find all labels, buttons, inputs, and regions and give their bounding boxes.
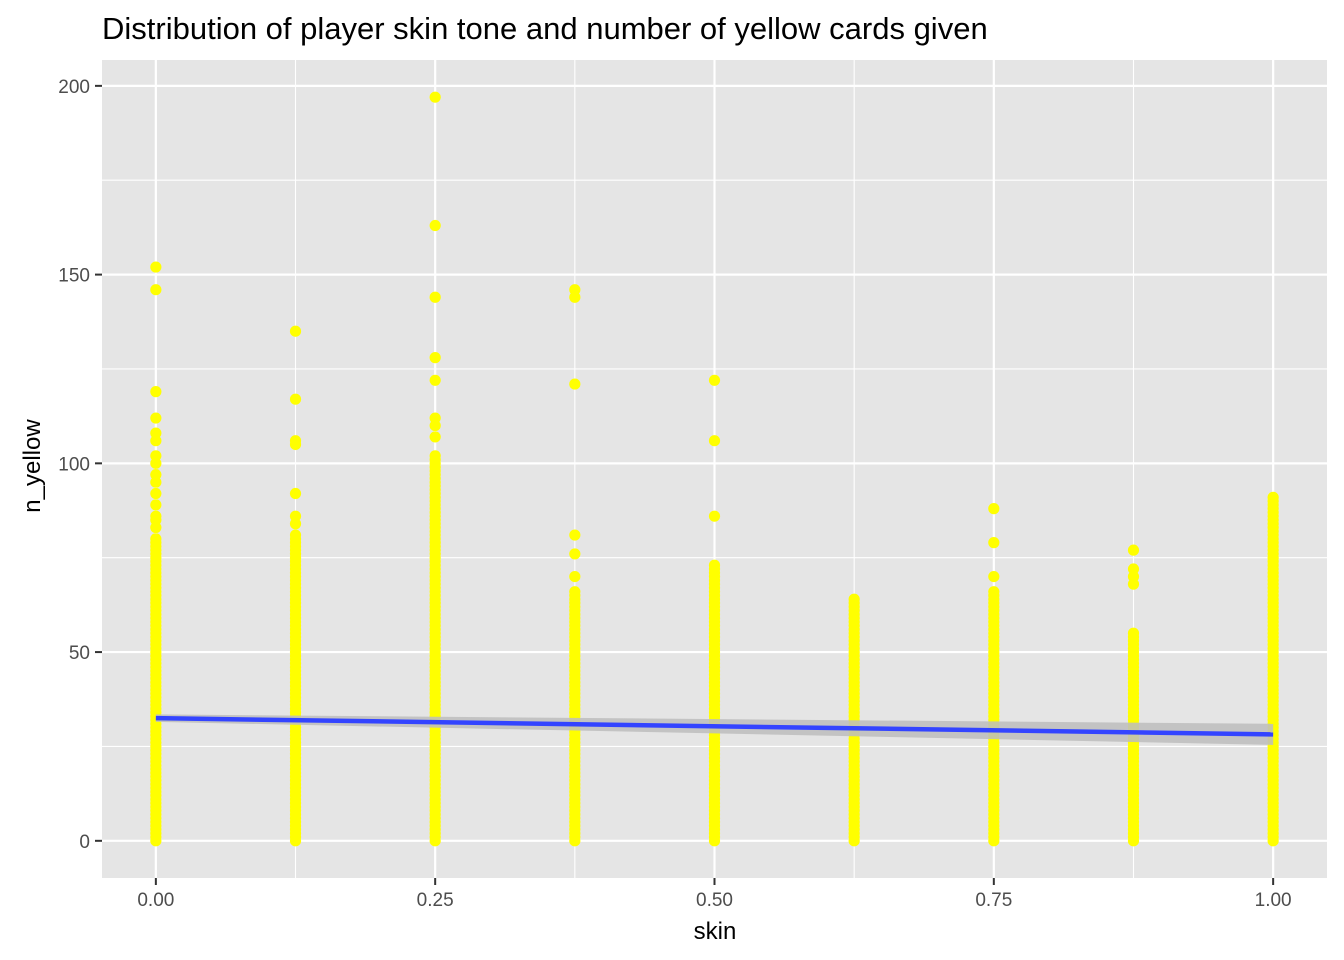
data-point (150, 457, 162, 469)
y-axis-title: n_yellow (19, 419, 46, 513)
y-tick-label: 200 (58, 77, 90, 98)
data-point (1127, 544, 1140, 556)
data-point (150, 533, 162, 545)
data-point (150, 521, 162, 534)
data-point (429, 374, 441, 386)
y-tick-label: 100 (58, 454, 90, 475)
data-point (150, 386, 162, 398)
x-tick-label: 1.00 (1255, 890, 1292, 911)
data-point (988, 586, 1000, 598)
y-tick-label: 0 (79, 832, 90, 853)
data-point (708, 374, 721, 386)
data-point (988, 570, 1000, 583)
data-point (150, 476, 162, 488)
y-axis: 0 50 100 150 200 (58, 77, 102, 853)
data-point (1127, 578, 1140, 590)
data-point (429, 431, 441, 443)
data-point (569, 570, 581, 583)
data-point (150, 284, 162, 296)
data-point (429, 219, 441, 232)
data-point (150, 487, 162, 500)
data-point (1127, 627, 1140, 639)
chart-title: Distribution of player skin tone and num… (102, 11, 988, 46)
data-point (150, 435, 162, 447)
data-point (988, 503, 1000, 515)
data-point (429, 352, 441, 364)
x-axis: 0.00 0.25 0.50 0.75 1.00 (137, 878, 1292, 911)
x-tick-label: 0.25 (417, 890, 454, 911)
data-point (429, 91, 441, 103)
data-point (289, 487, 302, 500)
data-point (569, 291, 581, 303)
data-point (289, 529, 302, 541)
x-tick-label: 0.50 (696, 890, 733, 911)
data-point (289, 325, 302, 337)
data-point (429, 419, 441, 432)
x-tick-label: 0.00 (137, 890, 174, 911)
data-point (569, 378, 581, 390)
fit-line (155, 715, 1274, 737)
data-point (429, 291, 441, 303)
data-point (569, 586, 581, 598)
grid-major (102, 60, 1327, 878)
data-point (289, 393, 302, 405)
data-point (289, 438, 302, 451)
data-point (708, 435, 721, 447)
data-point (848, 593, 860, 605)
fit-layer (155, 714, 1274, 745)
data-point (1267, 491, 1279, 503)
data-point (569, 529, 581, 541)
data-point (708, 510, 721, 522)
x-axis-title: skin (694, 918, 737, 945)
data-point (289, 518, 302, 530)
data-point (429, 450, 441, 462)
y-tick-label: 150 (58, 266, 90, 287)
data-point (150, 261, 162, 273)
data-point (150, 499, 162, 511)
data-point (150, 412, 162, 424)
data-point (988, 537, 1000, 549)
data-points (150, 91, 1279, 847)
y-tick-label: 50 (69, 643, 90, 664)
x-tick-label: 0.75 (975, 890, 1012, 911)
data-point (569, 548, 581, 560)
data-point (708, 559, 721, 571)
